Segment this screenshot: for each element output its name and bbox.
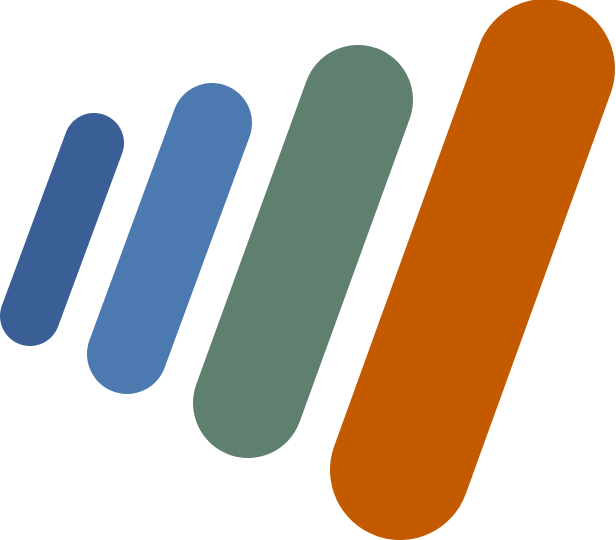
logo-bar-large xyxy=(193,45,413,458)
logo-bar-small xyxy=(0,113,124,346)
logo-bar-medium xyxy=(87,83,252,394)
logo-bar-xlarge xyxy=(330,0,615,540)
